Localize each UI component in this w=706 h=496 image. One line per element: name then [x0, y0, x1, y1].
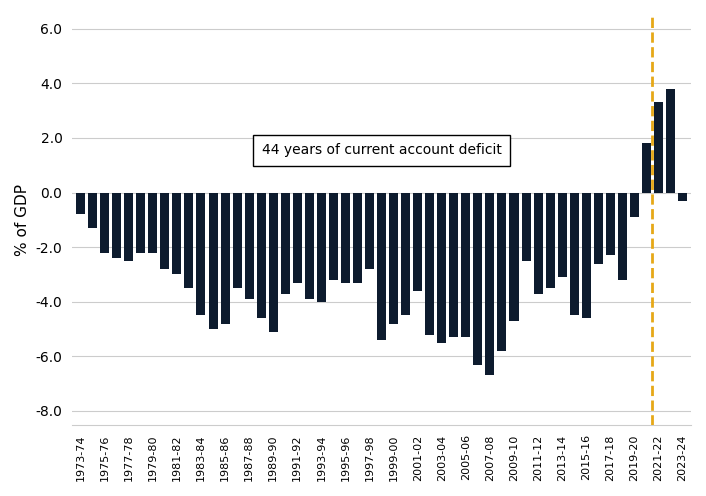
- Bar: [172, 192, 181, 274]
- Bar: [377, 192, 386, 340]
- Bar: [112, 192, 121, 258]
- Bar: [678, 192, 687, 201]
- Bar: [437, 192, 446, 343]
- Bar: [208, 192, 217, 329]
- Bar: [582, 192, 591, 318]
- Bar: [401, 192, 410, 315]
- Bar: [124, 192, 133, 261]
- Bar: [100, 192, 109, 252]
- Bar: [293, 192, 301, 283]
- Bar: [594, 192, 603, 263]
- Bar: [184, 192, 193, 288]
- Text: 44 years of current account deficit: 44 years of current account deficit: [262, 143, 501, 157]
- Bar: [654, 102, 663, 192]
- Bar: [389, 192, 398, 323]
- Bar: [522, 192, 531, 261]
- Bar: [220, 192, 229, 323]
- Bar: [341, 192, 350, 283]
- Bar: [606, 192, 615, 255]
- Bar: [570, 192, 579, 315]
- Bar: [546, 192, 555, 288]
- Bar: [244, 192, 253, 299]
- Bar: [425, 192, 434, 334]
- Bar: [618, 192, 627, 280]
- Bar: [148, 192, 157, 252]
- Bar: [449, 192, 458, 337]
- Bar: [329, 192, 338, 280]
- Bar: [136, 192, 145, 252]
- Bar: [558, 192, 567, 277]
- Bar: [257, 192, 265, 318]
- Bar: [317, 192, 326, 302]
- Bar: [305, 192, 314, 299]
- Bar: [486, 192, 494, 375]
- Bar: [281, 192, 289, 294]
- Bar: [269, 192, 277, 332]
- Bar: [630, 192, 639, 217]
- Bar: [160, 192, 169, 269]
- Bar: [76, 192, 85, 214]
- Bar: [642, 143, 651, 192]
- Bar: [365, 192, 374, 269]
- Bar: [666, 89, 675, 192]
- Bar: [196, 192, 205, 315]
- Bar: [474, 192, 482, 365]
- Bar: [88, 192, 97, 228]
- Bar: [510, 192, 518, 321]
- Bar: [498, 192, 506, 351]
- Bar: [232, 192, 241, 288]
- Bar: [353, 192, 362, 283]
- Bar: [413, 192, 422, 291]
- Bar: [534, 192, 543, 294]
- Bar: [461, 192, 470, 337]
- Y-axis label: % of GDP: % of GDP: [15, 184, 30, 256]
